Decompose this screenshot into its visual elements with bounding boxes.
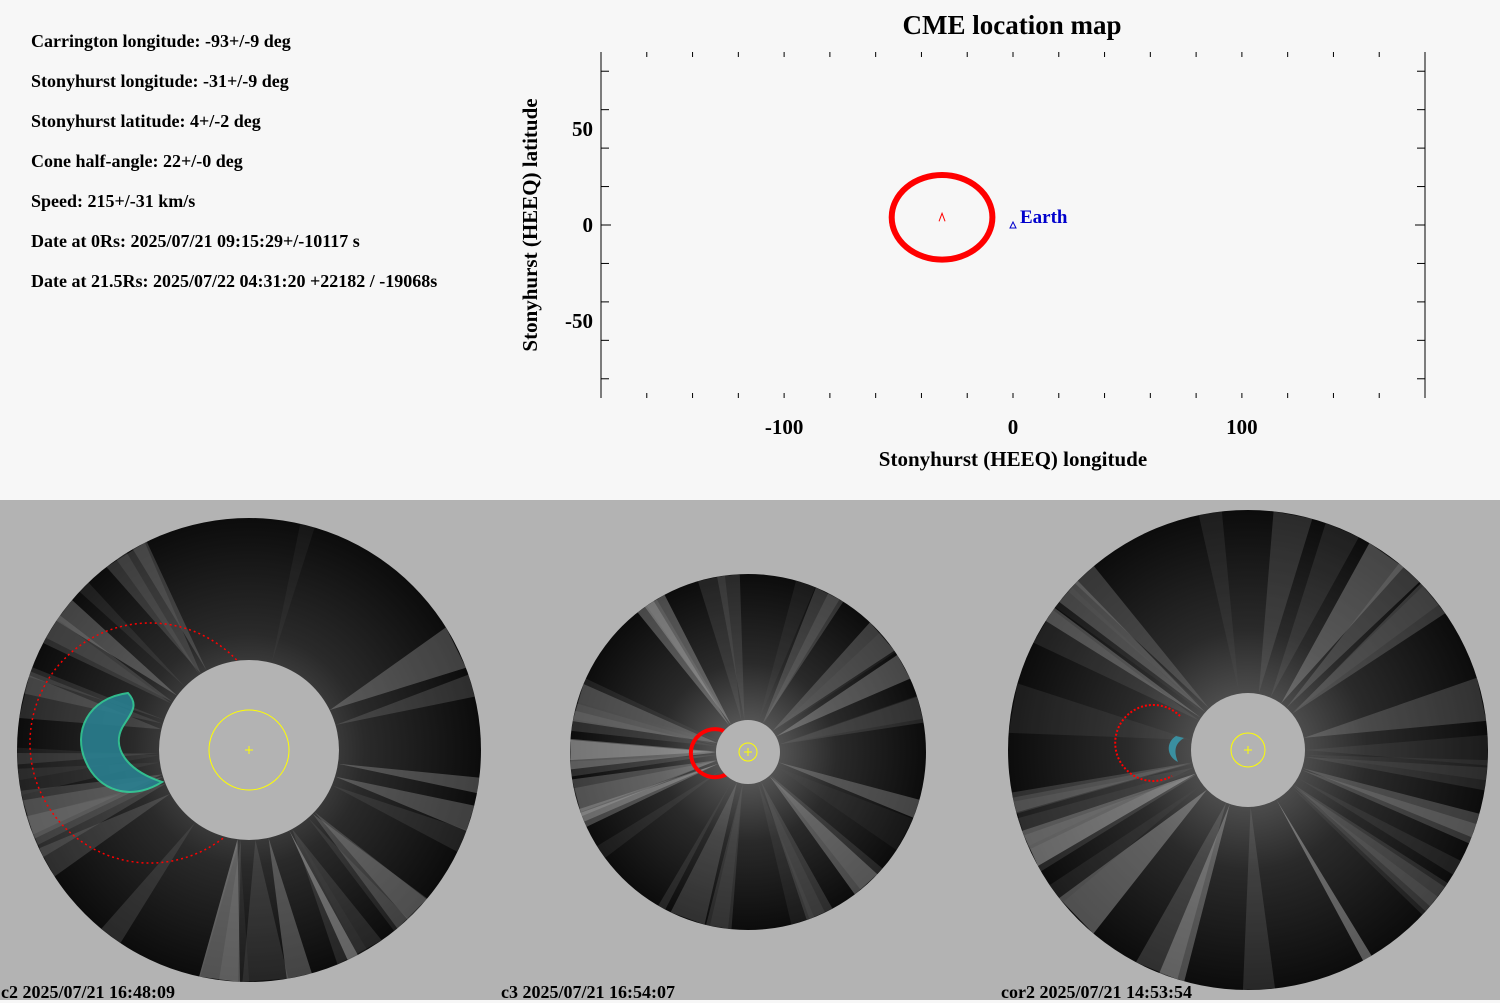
cme-fit-front <box>1114 703 1181 782</box>
c2-panel-label: c2 2025/07/21 16:48:09 <box>1 982 175 1002</box>
y-tick-label: 50 <box>572 117 593 141</box>
param-line: Stonyhurst latitude: 4+/-2 deg <box>31 111 261 132</box>
param-label: Stonyhurst longitude: <box>31 71 199 91</box>
param-value: -31+/-9 deg <box>203 71 289 91</box>
earth-marker <box>1009 220 1017 229</box>
cme-fit-front <box>688 727 734 780</box>
param-line: Date at 0Rs: 2025/07/21 09:15:29+/-10117… <box>31 231 360 252</box>
param-value: 4+/-2 deg <box>190 111 261 131</box>
coronagraph-panels: c2 2025/07/21 16:48:09 c3 2025/07/21 16:… <box>0 500 1500 1002</box>
param-label: Speed: <box>31 191 84 211</box>
cme-feature <box>80 691 165 793</box>
cme-location-map: CME location map 50 0 -50 -100 0 100 Stonyhurst… <box>518 10 1426 471</box>
y-axis-label: Stonyhurst (HEEQ) latitude <box>518 98 542 351</box>
param-value: 2025/07/21 09:15:29+/-10117 s <box>130 231 360 251</box>
c2-coronagraph-image <box>17 518 481 982</box>
param-label: Date at 0Rs: <box>31 231 126 251</box>
param-label: Stonyhurst latitude: <box>31 111 186 131</box>
param-line: Cone half-angle: 22+/-0 deg <box>31 151 243 172</box>
param-label: Cone half-angle: <box>31 151 159 171</box>
y-tick-label: -50 <box>565 309 593 333</box>
cme-cone-outline <box>888 172 996 263</box>
chart-title: CME location map <box>903 10 1122 40</box>
cme-center-marker <box>938 211 946 222</box>
param-value: 2025/07/22 04:31:20 +22182 / -19068s <box>152 271 438 291</box>
sun-outline <box>208 709 290 791</box>
y-tick-label: 0 <box>583 213 594 237</box>
x-tick-label: 0 <box>1008 415 1019 439</box>
cor2-panel-label: cor2 2025/07/21 14:53:54 <box>1001 982 1192 1002</box>
param-line: Speed: 215+/-31 km/s <box>31 191 195 212</box>
param-value: -93+/-9 deg <box>205 31 291 51</box>
param-label: Carrington longitude: <box>31 31 201 51</box>
streamers <box>570 574 924 930</box>
cme-feature <box>1168 736 1184 762</box>
param-line: Carrington longitude: -93+/-9 deg <box>31 31 291 52</box>
cor2-coronagraph-image <box>1008 510 1488 990</box>
sun-center-mark <box>245 746 253 754</box>
param-line: Date at 21.5Rs: 2025/07/22 04:31:20 +221… <box>31 271 437 292</box>
param-label: Date at 21.5Rs: <box>31 271 149 291</box>
top-section: Carrington longitude: -93+/-9 deg Stonyhu… <box>0 0 1500 500</box>
param-value: 215+/-31 km/s <box>87 191 196 211</box>
x-tick-label: 100 <box>1226 415 1258 439</box>
param-line: Stonyhurst longitude: -31+/-9 deg <box>31 71 289 92</box>
earth-label: Earth <box>1020 207 1068 228</box>
sun-center-mark <box>1244 746 1252 754</box>
param-value: 22+/-0 deg <box>163 151 243 171</box>
x-axis-label: Stonyhurst (HEEQ) longitude <box>879 447 1147 471</box>
c3-panel-label: c3 2025/07/21 16:54:07 <box>501 982 675 1002</box>
c3-coronagraph-image <box>570 574 926 930</box>
sun-center-mark <box>744 748 752 756</box>
sun-outline <box>738 742 758 762</box>
x-tick-label: -100 <box>765 415 804 439</box>
sun-outline <box>1230 732 1266 768</box>
streamers <box>1008 511 1488 990</box>
